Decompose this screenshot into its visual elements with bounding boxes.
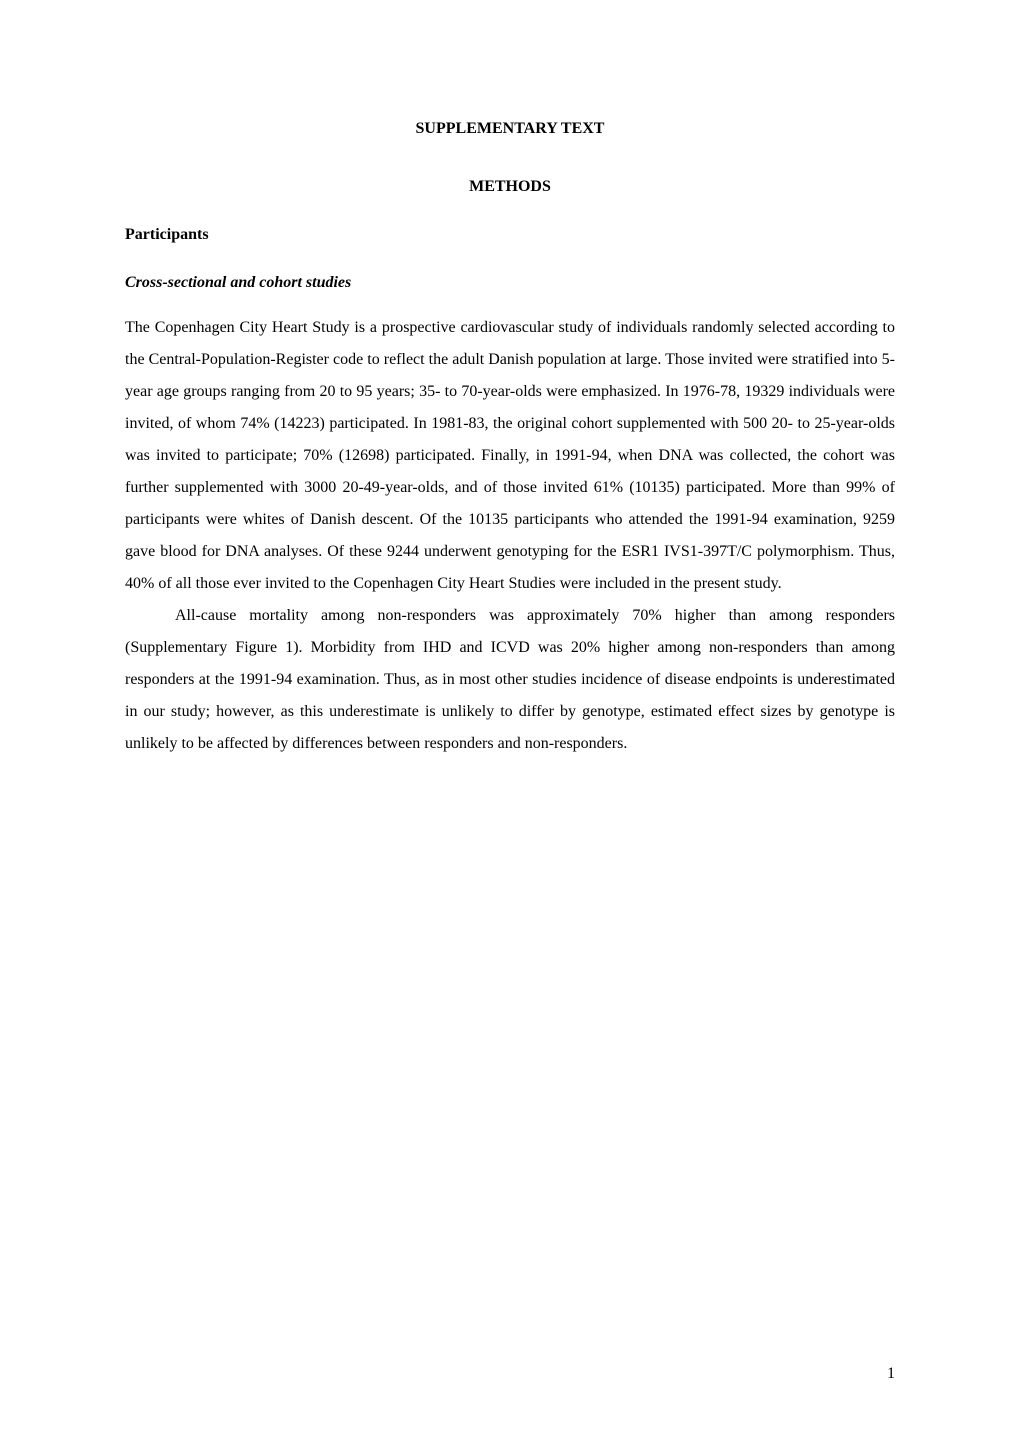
supplementary-text-heading: SUPPLEMENTARY TEXT (125, 120, 895, 138)
body-paragraph-1: The Copenhagen City Heart Study is a pro… (125, 312, 895, 600)
body-paragraph-2: All-cause mortality among non-responders… (125, 600, 895, 760)
participants-section-title: Participants (125, 226, 895, 244)
page-number: 1 (887, 1365, 895, 1383)
cross-sectional-subsection-title: Cross-sectional and cohort studies (125, 274, 895, 292)
methods-heading: METHODS (125, 178, 895, 196)
